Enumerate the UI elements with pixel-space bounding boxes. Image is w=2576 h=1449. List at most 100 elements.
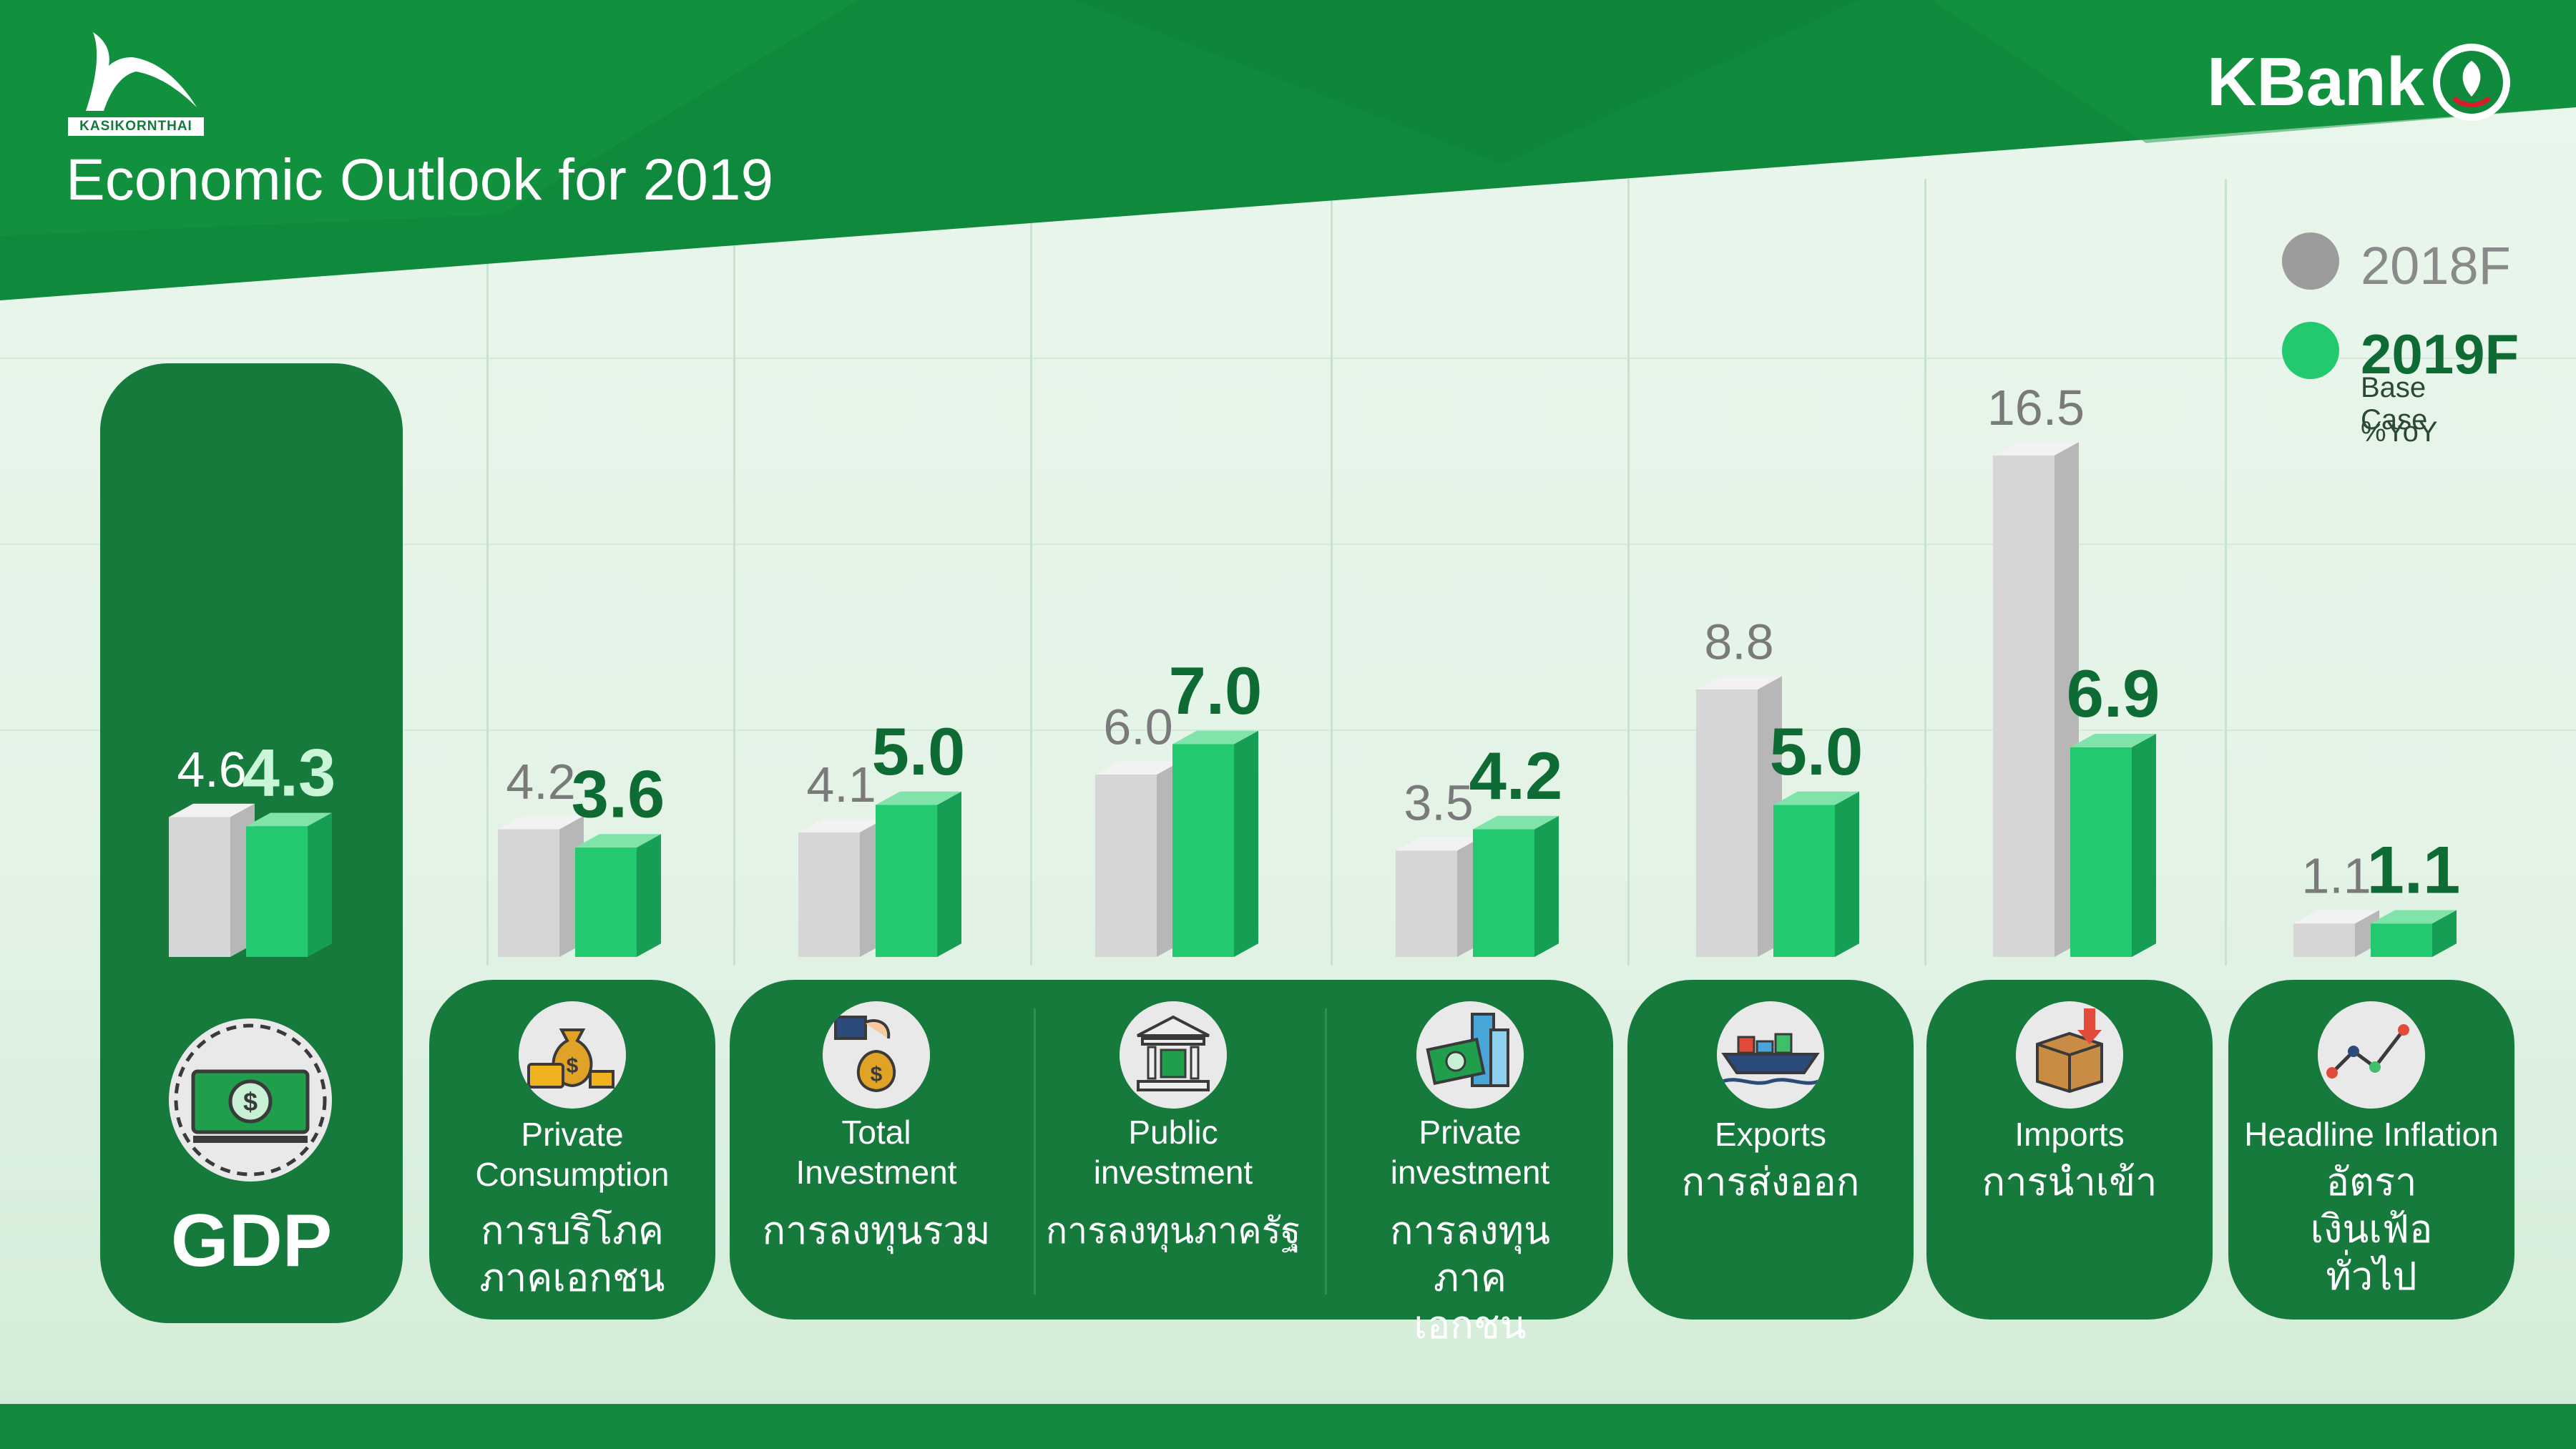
panel-label-th: การลงทุนภาครัฐ [1045, 1211, 1301, 1251]
panel-label-th: การลงทุนรวม [762, 1209, 991, 1252]
bar-front [1696, 689, 1758, 957]
bar-front [169, 817, 230, 957]
panel-label-en: GDP [170, 1199, 333, 1282]
bar-top [1396, 837, 1482, 851]
bar-2018F-gdp [169, 803, 255, 957]
value-label-2019F: 3.6 [572, 756, 665, 831]
panel-total-investment: $ Total Investment การลงทุนรวม [730, 980, 1023, 1320]
bar-2019F-imports [2070, 734, 2156, 957]
value-label-2018F: 6.0 [1103, 699, 1172, 755]
bar-top [1095, 761, 1181, 775]
panel-label-en: Exports [1715, 1116, 1826, 1153]
bar-top [876, 791, 961, 805]
bar-front [1396, 850, 1457, 957]
value-label-2018F: 3.5 [1404, 775, 1473, 831]
value-label-2018F: 4.1 [806, 757, 876, 812]
bar-2019F-total-investment [876, 791, 961, 957]
header-band [0, 0, 2576, 300]
bar-side [308, 812, 332, 957]
grid-line [2225, 179, 2227, 966]
value-label-2018F: 1.1 [2301, 848, 2371, 904]
value-label-2018F: 4.2 [506, 754, 575, 810]
legend-label: 2018F [2361, 236, 2511, 295]
legend-label: 2019F [2361, 323, 2519, 385]
unit-label: %YoY [2361, 416, 2438, 448]
bar-top [2371, 910, 2457, 924]
bar-front [498, 829, 559, 957]
panel-label-en: Total Investment [795, 1114, 957, 1191]
bar-top [798, 819, 884, 832]
bar-top [1696, 676, 1782, 689]
kbank-seal-icon [2433, 44, 2510, 121]
grid-line [1627, 179, 1630, 966]
bar-top [575, 834, 661, 848]
money-bag-icon: $ [519, 1001, 626, 1109]
value-label-2019F: 1.1 [2367, 832, 2461, 908]
bar-front [246, 826, 308, 957]
panel-label-th: การลงทุนภาคเอกชน [1390, 1209, 1550, 1347]
bar-top [1773, 791, 1859, 805]
bar-2019F-gdp [246, 812, 332, 957]
bar-2019F-public-investment [1172, 730, 1258, 957]
bar-2019F-headline-inflation [2371, 910, 2457, 957]
base-case-label: Base Case [2361, 372, 2428, 436]
page-title: Economic Outlook for 2019 [66, 147, 774, 212]
kasikornthai-bird-logo-icon [86, 32, 197, 111]
value-label-2019F: 5.0 [1770, 714, 1864, 789]
grid-line [1924, 179, 1926, 966]
bar-front [1473, 829, 1534, 957]
grid-line [486, 179, 489, 966]
bar-top [1473, 815, 1559, 830]
panel-label-th: การนำเข้า [1982, 1161, 2158, 1204]
brand-name: KASIKORNTHAI [68, 117, 204, 136]
bar-top [169, 803, 255, 817]
bar-2018F-public-investment [1095, 761, 1181, 957]
value-label-2019F: 4.2 [1469, 738, 1563, 813]
bar-front [2293, 923, 2355, 957]
bar-side [1234, 730, 1258, 957]
footer-band [0, 1404, 2576, 1449]
bar-front [798, 832, 860, 957]
bar-front [1773, 805, 1835, 957]
grid-line [0, 358, 2576, 359]
panel-private-investment: Private investment การลงทุนภาคเอกชน [1323, 980, 1617, 1347]
panel-exports: Exports การส่งออก [1627, 980, 1914, 1320]
panel-investment-group: $ Total Investment การลงทุนรวม Public in… [730, 980, 1613, 1347]
bar-side [2132, 734, 2156, 957]
grid-line [0, 730, 2576, 731]
value-label-2019F: 6.9 [2067, 656, 2160, 731]
panel-label-en: Private Consumption [475, 1116, 670, 1193]
panel-label-en: Imports [2014, 1116, 2125, 1153]
value-label-2019F: 7.0 [1169, 653, 1263, 728]
bar-front [1993, 455, 2055, 957]
cargo-ship-icon [1717, 1001, 1824, 1109]
bar-2018F-headline-inflation [2293, 910, 2379, 957]
bar-side [2432, 910, 2457, 957]
bar-front [1095, 775, 1157, 957]
panel-divider [1034, 1008, 1036, 1295]
bar-top [1993, 442, 2079, 456]
bar-side [1534, 815, 1559, 957]
panel-label-en: Private investment [1390, 1114, 1550, 1191]
bar-front [2070, 747, 2132, 957]
bar-side [1835, 791, 1859, 957]
svg-text:$: $ [567, 1054, 579, 1078]
grid-line [1331, 179, 1333, 966]
panel-imports: Imports การนำเข้า [1926, 980, 2213, 1320]
bar-2019F-exports [1773, 791, 1859, 957]
value-label-2018F: 4.6 [177, 742, 246, 797]
bar-2019F-private-investment [1473, 815, 1559, 957]
legend-swatch [2282, 322, 2339, 379]
svg-text:$: $ [243, 1087, 258, 1116]
bar-side [937, 791, 961, 957]
government-building-icon [1120, 1001, 1227, 1109]
panel-private-consumption: $ Private Consumption การบริโภคภาคเอกชน [429, 980, 715, 1320]
value-label-2018F: 8.8 [1704, 614, 1773, 669]
grid-line [1030, 179, 1032, 966]
bar-top [2070, 734, 2156, 747]
bar-2018F-private-consumption [498, 815, 584, 957]
package-import-icon [2016, 1001, 2123, 1109]
panel-headline-inflation: Headline Inflation อัตราเงินเฟ้อทั่วไป [2228, 980, 2514, 1320]
